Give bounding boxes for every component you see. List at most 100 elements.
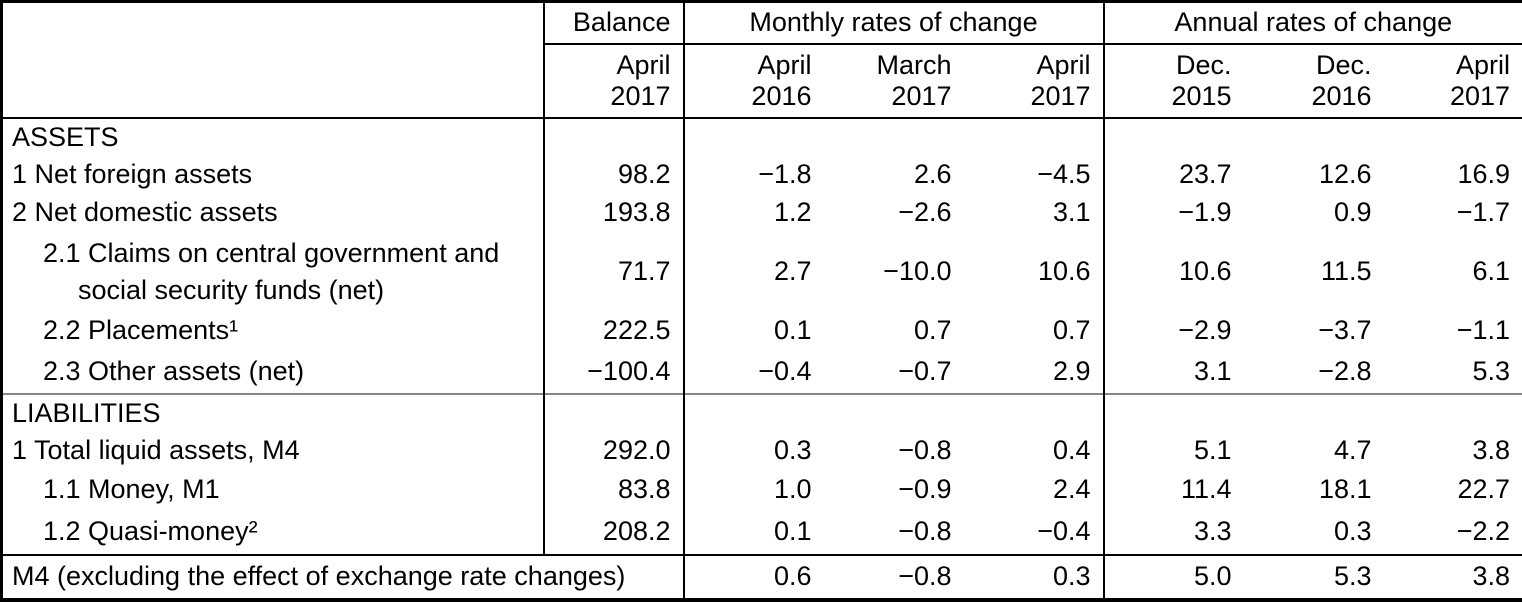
row-label-cell: 2.3 Other assets (net) <box>2 350 544 394</box>
table-row-claims-central-government: 2.1 Claims on central government and soc… <box>2 232 1522 312</box>
table-row-net-foreign-assets: 1 Net foreign assets 98.2 −1.8 2.6 −4.5 … <box>2 156 1522 194</box>
period-year: 2017 <box>1384 81 1511 112</box>
annual-value: 5.3 <box>1244 555 1384 600</box>
header-period-monthly-1: April 2016 <box>684 44 824 118</box>
row-label-line2: social security funds (net) <box>12 272 543 309</box>
monthly-value: −4.5 <box>964 156 1104 194</box>
empty-cell <box>964 394 1104 432</box>
balance-value: 208.2 <box>544 510 684 555</box>
annual-value: −3.7 <box>1244 312 1384 350</box>
row-label-cell: 2.1 Claims on central government and soc… <box>2 232 544 312</box>
monthly-value: −0.8 <box>824 555 964 600</box>
annual-value: 3.8 <box>1384 555 1522 600</box>
annual-value: −1.1 <box>1384 312 1522 350</box>
balance-value: 292.0 <box>544 432 684 470</box>
period-year: 2017 <box>964 81 1091 112</box>
annual-value: 0.9 <box>1244 194 1384 232</box>
monthly-value: 10.6 <box>964 232 1104 312</box>
annual-value: 16.9 <box>1384 156 1522 194</box>
monthly-value: 2.9 <box>964 350 1104 394</box>
monthly-value: −0.4 <box>964 510 1104 555</box>
annual-value: 23.7 <box>1104 156 1244 194</box>
annual-value: 5.1 <box>1104 432 1244 470</box>
period-year: 2017 <box>545 81 671 112</box>
monthly-value: 0.1 <box>684 312 824 350</box>
header-monthly-group-label: Monthly rates of change <box>684 2 1104 44</box>
monthly-value: −0.8 <box>824 510 964 555</box>
empty-cell <box>1104 394 1244 432</box>
header-balance-label: Balance <box>544 2 684 44</box>
monthly-value: 2.6 <box>824 156 964 194</box>
annual-value: 3.3 <box>1104 510 1244 555</box>
annual-value: −2.9 <box>1104 312 1244 350</box>
monthly-value: 2.7 <box>684 232 824 312</box>
balance-value: −100.4 <box>544 350 684 394</box>
row-label-cell: 2.2 Placements¹ <box>2 312 544 350</box>
header-period-annual-3: April 2017 <box>1384 44 1522 118</box>
annual-value: 11.4 <box>1104 470 1244 510</box>
balance-value: 222.5 <box>544 312 684 350</box>
monthly-value: −1.8 <box>684 156 824 194</box>
footer-label-cell: M4 (excluding the effect of exchange rat… <box>2 555 684 600</box>
annual-value: 22.7 <box>1384 470 1522 510</box>
header-corner-cell <box>2 2 544 118</box>
header-period-monthly-2: March 2017 <box>824 44 964 118</box>
empty-cell <box>964 118 1104 156</box>
period-year: 2017 <box>824 81 952 112</box>
monthly-value: 0.3 <box>684 432 824 470</box>
annual-value: −1.9 <box>1104 194 1244 232</box>
monthly-value: 0.7 <box>824 312 964 350</box>
empty-cell <box>684 394 824 432</box>
empty-cell <box>1244 118 1384 156</box>
row-label-cell: 1 Total liquid assets, M4 <box>2 432 544 470</box>
annual-value: 5.3 <box>1384 350 1522 394</box>
table-row-placements: 2.2 Placements¹ 222.5 0.1 0.7 0.7 −2.9 −… <box>2 312 1522 350</box>
period-month: Dec. <box>1244 50 1372 81</box>
header-group-row: Balance Monthly rates of change Annual r… <box>2 2 1522 44</box>
empty-cell <box>1384 394 1522 432</box>
monthly-value: 0.7 <box>964 312 1104 350</box>
monthly-value: 0.6 <box>684 555 824 600</box>
period-month: April <box>685 50 812 81</box>
balance-value: 71.7 <box>544 232 684 312</box>
section-label-cell: LIABILITIES <box>2 394 544 432</box>
empty-cell <box>544 118 684 156</box>
period-month: Dec. <box>1105 50 1232 81</box>
annual-value: −1.7 <box>1384 194 1522 232</box>
header-period-annual-1: Dec. 2015 <box>1104 44 1244 118</box>
annual-value: 12.6 <box>1244 156 1384 194</box>
annual-value: 0.3 <box>1244 510 1384 555</box>
annual-value: 10.6 <box>1104 232 1244 312</box>
period-year: 2016 <box>1244 81 1372 112</box>
empty-cell <box>1104 118 1244 156</box>
table-row-section-liabilities: LIABILITIES <box>2 394 1522 432</box>
monthly-value: 0.1 <box>684 510 824 555</box>
header-period-balance: April 2017 <box>544 44 684 118</box>
monthly-value: 0.4 <box>964 432 1104 470</box>
annual-value: 4.7 <box>1244 432 1384 470</box>
row-label-cell: 2 Net domestic assets <box>2 194 544 232</box>
period-month: April <box>1384 50 1511 81</box>
monthly-value: −10.0 <box>824 232 964 312</box>
table-row-other-assets: 2.3 Other assets (net) −100.4 −0.4 −0.7 … <box>2 350 1522 394</box>
header-period-monthly-3: April 2017 <box>964 44 1104 118</box>
monthly-value: −0.7 <box>824 350 964 394</box>
section-label-cell: ASSETS <box>2 118 544 156</box>
period-month: March <box>824 50 952 81</box>
period-month: April <box>545 50 671 81</box>
table-row-m4-excluding-fx: M4 (excluding the effect of exchange rat… <box>2 555 1522 600</box>
annual-value: 5.0 <box>1104 555 1244 600</box>
table-row-total-liquid-assets: 1 Total liquid assets, M4 292.0 0.3 −0.8… <box>2 432 1522 470</box>
empty-cell <box>1244 394 1384 432</box>
row-label-cell: 1.1 Money, M1 <box>2 470 544 510</box>
monthly-value: −0.4 <box>684 350 824 394</box>
table-row-money-m1: 1.1 Money, M1 83.8 1.0 −0.9 2.4 11.4 18.… <box>2 470 1522 510</box>
annual-value: 11.5 <box>1244 232 1384 312</box>
table-row-quasi-money: 1.2 Quasi-money² 208.2 0.1 −0.8 −0.4 3.3… <box>2 510 1522 555</box>
annual-value: 3.1 <box>1104 350 1244 394</box>
empty-cell <box>824 394 964 432</box>
row-label-cell: 1 Net foreign assets <box>2 156 544 194</box>
header-annual-group-label: Annual rates of change <box>1104 2 1522 44</box>
balance-value: 193.8 <box>544 194 684 232</box>
